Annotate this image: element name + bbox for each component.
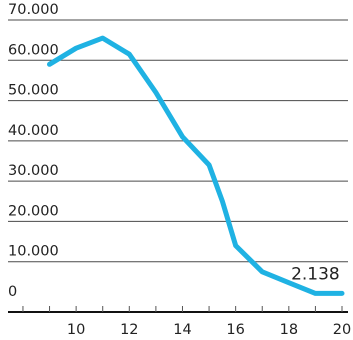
x-tick-label: 16	[226, 322, 244, 338]
y-tick-label: 70.000	[8, 2, 59, 18]
x-tick-label: 20	[333, 322, 351, 338]
x-axis-ticks	[22, 306, 343, 312]
x-tick-label: 12	[120, 322, 138, 338]
y-tick-label: 20.000	[8, 203, 59, 219]
gridlines	[8, 19, 348, 263]
y-tick-label: 50.000	[8, 83, 59, 99]
y-axis-labels: 70.000 60.000 50.000 40.000 30.000 20.000 10.0…	[8, 2, 59, 300]
x-tick-label: 10	[67, 322, 85, 338]
series-line	[47, 35, 345, 296]
y-tick-label: 60.000	[8, 42, 59, 58]
x-tick-label: 14	[173, 322, 191, 338]
annotations: 2.138	[291, 264, 340, 284]
y-tick-label: 30.000	[8, 163, 59, 179]
y-tick-label: 40.000	[8, 123, 59, 139]
x-tick-label: 18	[280, 322, 298, 338]
y-tick-label: 10.000	[8, 244, 59, 260]
data-label: 2.138	[291, 264, 340, 284]
y-tick-label: 0	[8, 284, 17, 300]
series-group	[47, 35, 345, 296]
x-axis-labels: 10 12 14 16 18 20	[67, 322, 351, 338]
